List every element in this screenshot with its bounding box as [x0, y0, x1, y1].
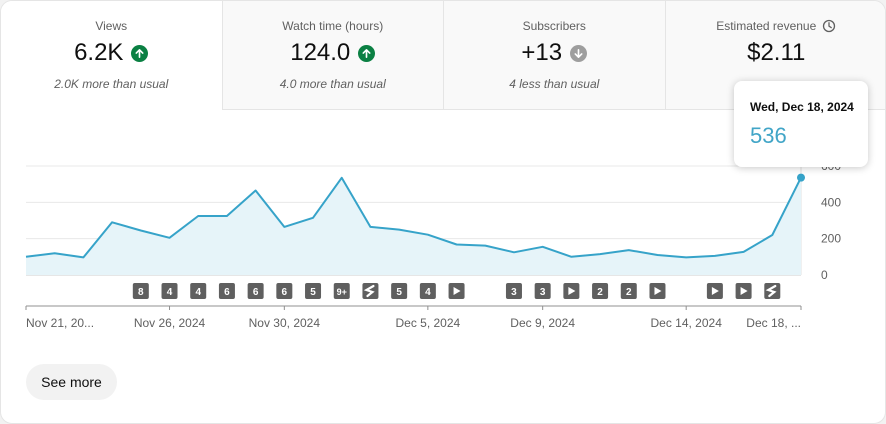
- metric-label: Views: [95, 19, 128, 33]
- upload-marker[interactable]: 4: [161, 283, 178, 299]
- upload-marker[interactable]: 9+: [333, 283, 350, 299]
- arrow-up-icon: [131, 44, 149, 62]
- metric-value: $2.11: [747, 39, 806, 66]
- upload-count-label: 9+: [337, 287, 347, 297]
- upload-count-label: 2: [597, 287, 603, 298]
- metric-note: 2.0K more than usual: [54, 77, 169, 91]
- tooltip-date: Wed, Dec 18, 2024: [750, 100, 854, 114]
- play-icon: [654, 287, 662, 295]
- arrow-up-icon: [358, 44, 376, 62]
- upload-marker[interactable]: 6: [247, 283, 264, 299]
- tooltip-value: 536: [750, 123, 787, 148]
- upload-count-label: 3: [540, 287, 546, 298]
- upload-marker[interactable]: [448, 283, 465, 299]
- x-tick-label: Dec 14, 2024: [650, 316, 722, 330]
- x-tick-label: Nov 30, 2024: [249, 316, 321, 330]
- series-line: [25, 176, 802, 259]
- play-icon: [740, 287, 748, 295]
- clock-icon: [822, 19, 836, 33]
- metric-value: 6.2K: [74, 39, 124, 66]
- x-tick-label: Dec 9, 2024: [510, 316, 575, 330]
- upload-marker[interactable]: 2: [620, 283, 637, 299]
- upload-marker[interactable]: [563, 283, 580, 299]
- metric-value: 124.0: [290, 39, 351, 66]
- play-icon: [453, 287, 461, 295]
- upload-marker[interactable]: 4: [419, 283, 436, 299]
- upload-marker[interactable]: [362, 283, 379, 299]
- upload-marker[interactable]: 3: [534, 283, 551, 299]
- x-tick-label: Nov 21, 20...: [26, 316, 94, 330]
- upload-marker[interactable]: 5: [305, 283, 322, 299]
- y-tick-label: 0: [821, 268, 828, 282]
- y-tick-label: 400: [821, 195, 841, 209]
- series-area: [26, 177, 801, 275]
- upload-count-label: 2: [626, 287, 632, 298]
- upload-count-label: 5: [396, 287, 402, 298]
- shorts-icon: [363, 284, 375, 298]
- upload-count-label: 4: [195, 287, 201, 298]
- play-icon: [711, 287, 719, 295]
- upload-marker[interactable]: 2: [592, 283, 609, 299]
- upload-count-label: 6: [282, 287, 288, 298]
- upload-count-label: 6: [253, 287, 259, 298]
- upload-marker[interactable]: 5: [391, 283, 408, 299]
- metric-value: +13: [521, 39, 563, 66]
- upload-marker[interactable]: [764, 283, 781, 299]
- metric-label: Estimated revenue: [716, 19, 817, 33]
- y-tick-label: 200: [821, 232, 841, 246]
- shorts-icon: [765, 284, 777, 298]
- see-more-button[interactable]: See more: [26, 364, 117, 400]
- upload-marker[interactable]: 8: [132, 283, 149, 299]
- upload-marker[interactable]: [735, 283, 752, 299]
- metric-label: Watch time (hours): [282, 19, 384, 33]
- upload-marker[interactable]: [649, 283, 666, 299]
- upload-marker[interactable]: 3: [505, 283, 522, 299]
- upload-marker[interactable]: 6: [276, 283, 293, 299]
- upload-count-label: 5: [310, 287, 316, 298]
- metric-tab-subscribers[interactable]: Subscribers +13 4 less than usual: [444, 1, 666, 110]
- upload-marker[interactable]: 6: [218, 283, 235, 299]
- upload-count-label: 3: [511, 287, 517, 298]
- upload-count-label: 6: [224, 287, 230, 298]
- metric-label: Subscribers: [522, 19, 586, 33]
- metric-note: 4 less than usual: [509, 77, 600, 91]
- metric-tab-watch-time[interactable]: Watch time (hours) 124.0 4.0 more than u…: [222, 1, 444, 110]
- hover-point: [797, 173, 805, 182]
- upload-marker[interactable]: [706, 283, 723, 299]
- metric-note: 4.0 more than usual: [279, 77, 386, 91]
- upload-marker[interactable]: 4: [190, 283, 207, 299]
- x-tick-label: Dec 5, 2024: [395, 316, 460, 330]
- chart-tooltip: Wed, Dec 18, 2024 536: [734, 81, 868, 167]
- metric-tab-views[interactable]: Views 6.2K 2.0K more than usual: [1, 1, 223, 110]
- metric-tabs: Views 6.2K 2.0K more than usual Watch ti…: [1, 1, 885, 110]
- upload-count-label: 4: [425, 287, 431, 298]
- upload-count-label: 4: [167, 287, 173, 298]
- play-icon: [568, 287, 576, 295]
- arrow-down-icon: [570, 44, 588, 62]
- x-tick-label: Dec 18, ...: [746, 316, 801, 330]
- x-tick-label: Nov 26, 2024: [134, 316, 206, 330]
- upload-count-label: 8: [138, 287, 144, 298]
